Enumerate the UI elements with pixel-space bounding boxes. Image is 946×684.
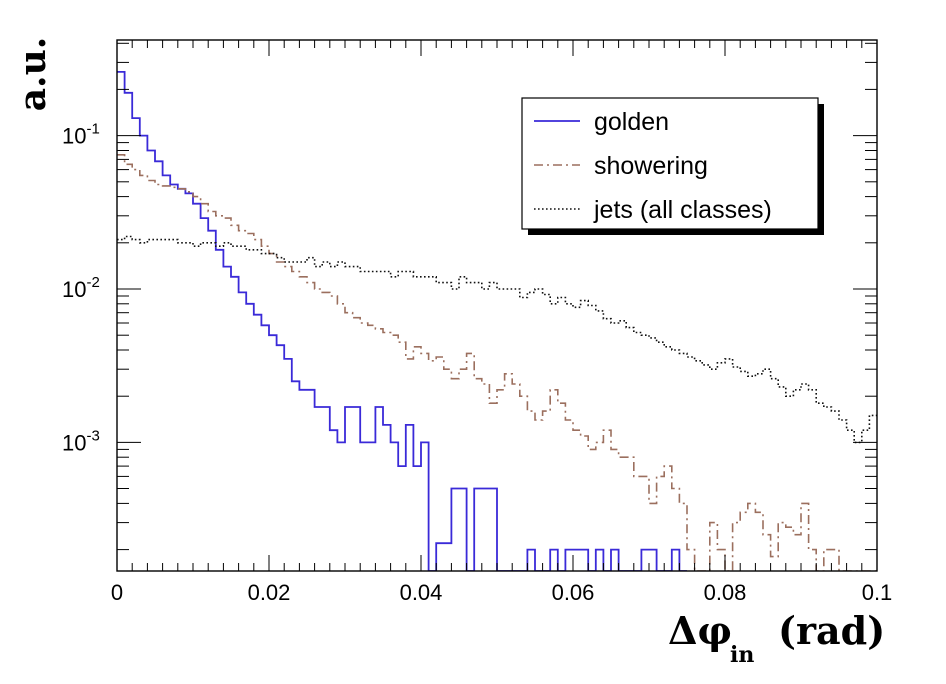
- x-tick-label: 0.1: [862, 580, 893, 605]
- series-layer: [117, 71, 877, 571]
- legend-entry-label: showering: [594, 152, 708, 180]
- x-tick-label: 0: [111, 580, 123, 605]
- legend-entry-label: jets (all classes): [593, 196, 772, 224]
- x-axis-label-main: Δφ: [668, 608, 732, 653]
- x-axis-label-subscript: in: [730, 642, 754, 668]
- y-tick-label: 10-2: [62, 274, 100, 302]
- series-line-jets: [117, 235, 877, 444]
- legend: golden showering jets (all classes): [521, 97, 824, 235]
- x-tick-label: 0.02: [248, 580, 291, 605]
- series-line-golden: [117, 71, 687, 571]
- x-tick-label: 0.04: [400, 580, 443, 605]
- svg-text:in: in: [730, 642, 754, 668]
- y-tick-label: 10-1: [62, 121, 100, 149]
- x-axis-label-unit: (rad): [778, 608, 885, 653]
- legend-box: [521, 97, 819, 230]
- series-line-showering: [117, 154, 877, 571]
- x-axis-label: Δφ in (rad): [668, 608, 885, 668]
- y-axis-label: a.u.: [12, 37, 54, 112]
- y-tick-label: 10-3: [62, 427, 100, 455]
- legend-entry-label: golden: [594, 108, 669, 136]
- x-tick-label: 0.06: [552, 580, 595, 605]
- axis-ticks: 0 0.02 0.04 0.06 0.08 0.1 10-1 10-2 10-3: [62, 40, 892, 605]
- x-tick-label: 0.08: [704, 580, 747, 605]
- svg-text:Δφ: Δφ: [668, 608, 732, 653]
- svg-text:(rad): (rad): [778, 608, 885, 653]
